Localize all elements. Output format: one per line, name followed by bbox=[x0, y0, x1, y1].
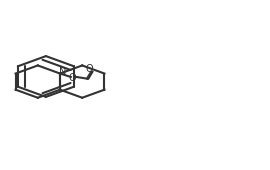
Text: O: O bbox=[68, 73, 76, 83]
Text: N: N bbox=[59, 67, 66, 77]
Text: O: O bbox=[86, 64, 93, 74]
